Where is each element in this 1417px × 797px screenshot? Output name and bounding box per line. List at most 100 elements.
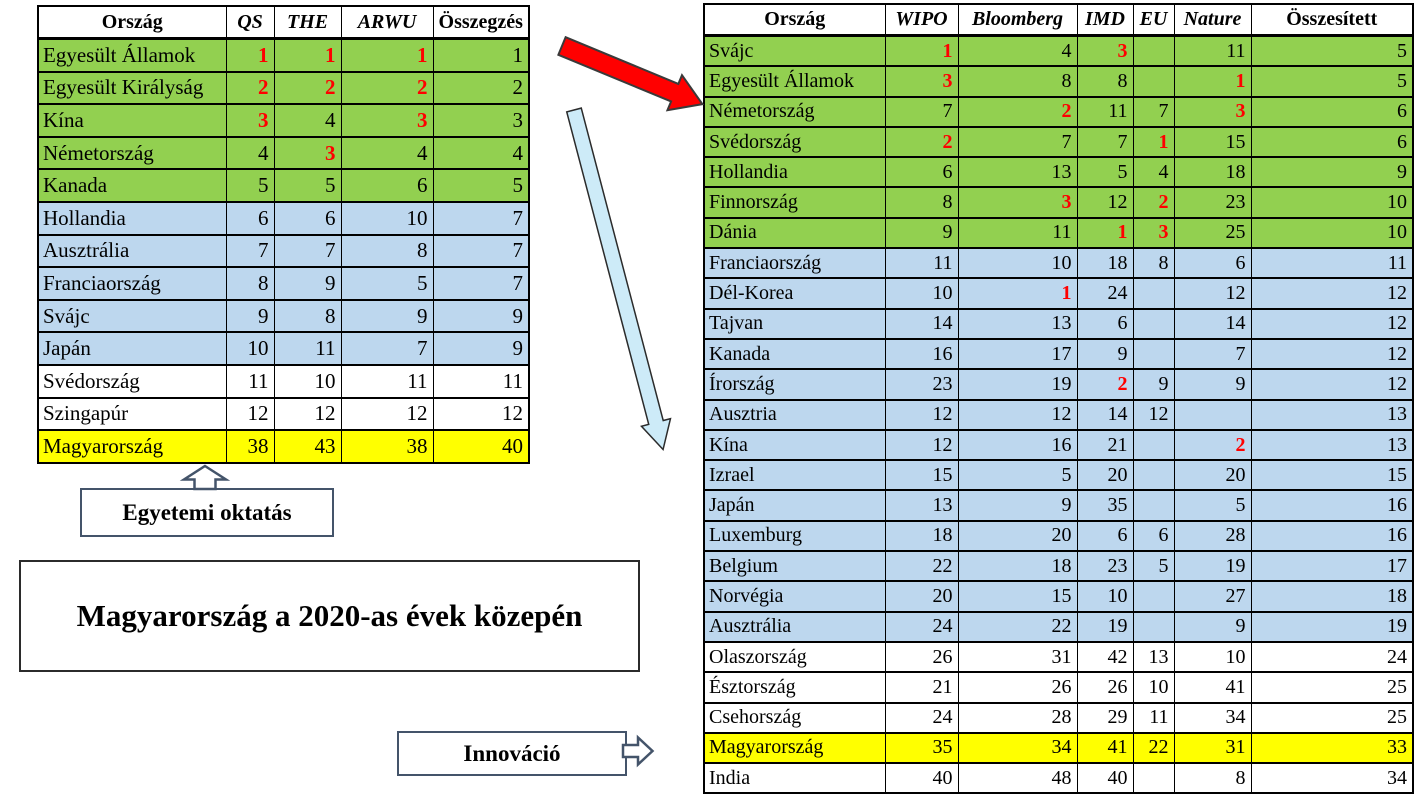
rank-cell: 19 (1076, 610, 1134, 643)
rank-cell: 6 (1076, 519, 1134, 552)
rank-cell: 31 (957, 640, 1078, 673)
table-row: Dánia 9 11 1 3 25 10 (703, 216, 1414, 249)
rank-cell: 12 (1173, 277, 1252, 310)
rank-cell: 10 (957, 247, 1078, 279)
rank-cell: 38 (340, 429, 434, 464)
rank-cell: 25 (1173, 216, 1252, 249)
rank-cell: 23 (1173, 186, 1252, 219)
rank-cell: 2 (1132, 186, 1175, 219)
rank-cell: 21 (884, 671, 959, 704)
rank-cell (1132, 65, 1175, 98)
country-cell: Tajvan (703, 307, 886, 340)
rank-cell: 5 (1250, 65, 1414, 98)
rank-cell: 13 (957, 307, 1078, 340)
column-header-the: THE (273, 5, 342, 40)
table-row: Norvégia 20 15 10 27 18 (703, 580, 1414, 613)
university-rankings-table: Ország QS THE ARWU Összegzés Egyesült Ál… (37, 5, 530, 464)
rank-cell: 1 (1076, 216, 1134, 249)
table-row: Svájc 1 4 3 11 5 (703, 34, 1414, 67)
country-cell: Ausztrália (37, 233, 227, 268)
country-cell: Kanada (703, 337, 886, 370)
rank-cell: 13 (1132, 640, 1175, 673)
rank-cell: 8 (1173, 762, 1252, 794)
rank-cell: 9 (432, 331, 530, 366)
rank-cell: 40 (884, 762, 959, 794)
rank-cell: 42 (1076, 640, 1134, 673)
rank-cell: 18 (884, 519, 959, 552)
rank-cell: 18 (1173, 156, 1252, 188)
country-cell: Olaszország (703, 640, 886, 673)
rank-cell: 2 (273, 70, 342, 105)
rank-cell: 10 (1173, 640, 1252, 673)
rank-cell: 1 (432, 37, 530, 73)
table-row: Egyesült Államok 1 1 1 1 (37, 37, 530, 73)
rank-cell: 34 (1173, 701, 1252, 734)
rank-cell: 19 (1250, 610, 1414, 643)
country-cell: Egyesült Államok (703, 65, 886, 98)
rank-cell: 3 (432, 103, 530, 138)
table-row: Hollandia 6 13 5 4 18 9 (703, 156, 1414, 188)
rank-cell: 7 (1076, 125, 1134, 158)
rank-cell: 4 (1132, 156, 1175, 188)
country-cell: Belgium (703, 550, 886, 582)
header-row: Ország WIPO Bloomberg IMD EU Nature Össz… (703, 3, 1414, 37)
rank-cell: 2 (225, 70, 275, 105)
table-row: Kína 12 16 21 2 13 (703, 428, 1414, 461)
table-body: Svájc 1 4 3 11 5 Egyesült Államok 3 8 8 1 5 Németors… (703, 34, 1414, 794)
rank-cell: 13 (1250, 398, 1414, 431)
up-arrow-icon (179, 464, 231, 491)
rank-cell: 14 (884, 307, 959, 340)
table-row: Olaszország 26 31 42 13 10 24 (703, 640, 1414, 673)
country-cell: Izrael (703, 459, 886, 491)
rank-cell: 26 (1076, 671, 1134, 704)
rank-cell: 11 (340, 363, 434, 399)
country-cell: Észtország (703, 671, 886, 704)
rank-cell: 7 (432, 233, 530, 268)
table-row: Ausztrália 24 22 19 9 19 (703, 610, 1414, 643)
rank-cell: 6 (1076, 307, 1134, 340)
rank-cell: 11 (432, 363, 530, 399)
rank-cell: 13 (1250, 428, 1414, 461)
country-cell: Dél-Korea (703, 277, 886, 310)
rank-cell: 3 (225, 103, 275, 138)
rank-cell: 8 (884, 186, 959, 219)
rank-cell: 11 (1173, 34, 1252, 67)
innovation-label: Innováció (463, 740, 561, 766)
table-row: Csehország 24 28 29 11 34 25 (703, 701, 1414, 734)
rank-cell: 6 (1173, 247, 1252, 279)
country-cell: Hollandia (37, 200, 227, 236)
rank-cell: 10 (1132, 671, 1175, 704)
table-header: Ország WIPO Bloomberg IMD EU Nature Össz… (703, 3, 1414, 37)
rank-cell: 24 (884, 610, 959, 643)
table-row: Kanada 5 5 6 5 (37, 168, 530, 203)
rank-cell: 12 (884, 428, 959, 461)
rank-cell: 9 (1250, 156, 1414, 188)
country-cell: Japán (703, 489, 886, 522)
rank-cell: 10 (1250, 216, 1414, 249)
rank-cell: 1 (1132, 125, 1175, 158)
table-row: Tajvan 14 13 6 14 12 (703, 307, 1414, 340)
rank-cell: 13 (957, 156, 1078, 188)
country-cell: Németország (37, 135, 227, 170)
rank-cell: 8 (1076, 65, 1134, 98)
education-label: Egyetemi oktatás (122, 499, 292, 525)
rank-cell: 10 (1250, 186, 1414, 219)
rank-cell: 25 (1250, 701, 1414, 734)
rank-cell: 3 (273, 135, 342, 170)
rank-cell: 1 (957, 277, 1078, 310)
rank-cell: 7 (957, 125, 1078, 158)
rank-cell: 31 (1173, 731, 1252, 764)
rank-cell: 10 (340, 200, 434, 236)
rank-cell: 5 (1173, 489, 1252, 522)
rank-cell: 5 (273, 168, 342, 203)
table-row: Szingapúr 12 12 12 12 (37, 396, 530, 431)
rank-cell: 5 (1250, 34, 1414, 67)
rank-cell: 3 (1173, 95, 1252, 128)
rank-cell: 12 (1250, 337, 1414, 370)
rank-cell (1132, 762, 1175, 794)
rank-cell: 26 (884, 640, 959, 673)
country-cell: Hollandia (703, 156, 886, 188)
rank-cell: 12 (1250, 368, 1414, 401)
rank-cell: 14 (1076, 398, 1134, 431)
rank-cell: 24 (1076, 277, 1134, 310)
